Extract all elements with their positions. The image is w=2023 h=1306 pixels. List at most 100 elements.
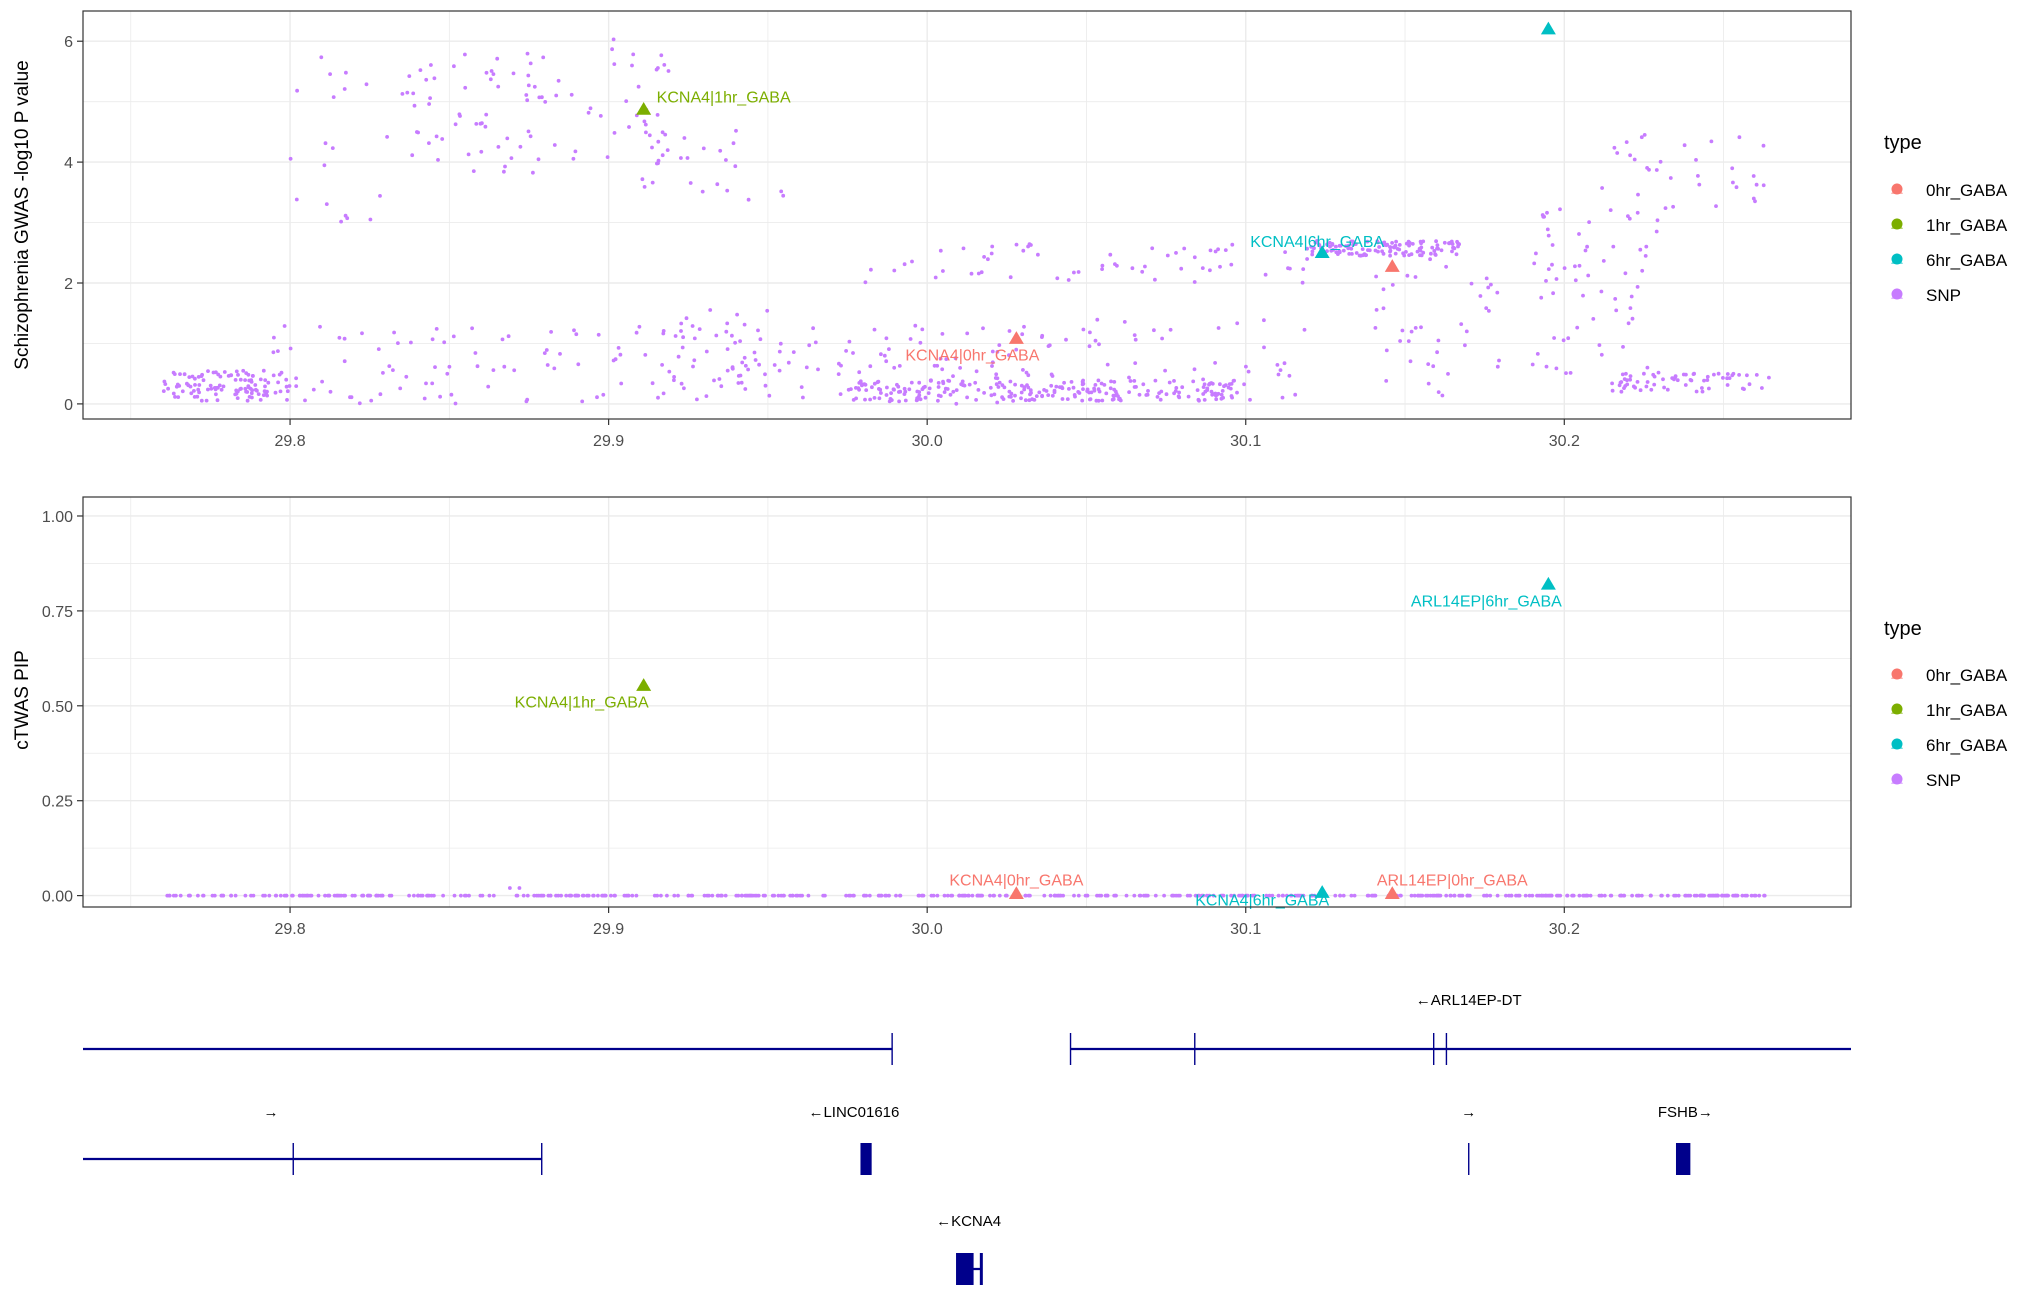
snp-point	[715, 893, 720, 898]
snp-point	[753, 893, 757, 898]
gene-label: KCNA4|1hr_GABA	[657, 90, 791, 107]
snp-point	[1439, 248, 1444, 253]
snp-point	[1635, 210, 1640, 215]
snp-point	[1087, 344, 1092, 349]
snp-point	[725, 347, 730, 351]
snp-point	[487, 893, 492, 898]
snp-point	[1235, 321, 1240, 326]
snp-point	[989, 393, 994, 398]
snp-point	[1660, 893, 1664, 898]
snp-point	[1329, 248, 1334, 253]
gene-marker-0hr_GABA	[1384, 259, 1400, 272]
snp-point	[236, 373, 240, 377]
snp-point	[320, 379, 324, 384]
snp-point	[192, 389, 196, 393]
snp-point	[1382, 240, 1387, 245]
snp-point	[643, 122, 648, 127]
snp-point	[602, 893, 607, 898]
snp-point	[1046, 393, 1051, 397]
snp-point	[1060, 397, 1065, 401]
snp-point	[746, 367, 750, 372]
snp-point	[1365, 239, 1370, 244]
snp-point	[526, 129, 531, 134]
snp-point	[1762, 893, 1766, 898]
snp-point	[851, 351, 855, 355]
snp-point	[1440, 393, 1445, 398]
snp-point	[528, 61, 533, 66]
snp-point	[947, 379, 952, 383]
snp-point	[1133, 361, 1138, 365]
legend-label-0hr_GABA: 0hr_GABA	[1926, 666, 2008, 685]
snp-point	[1412, 893, 1417, 898]
legend-key-triangle-SNP	[1891, 288, 1903, 299]
snp-point	[844, 893, 848, 898]
snp-point	[233, 893, 238, 898]
snp-point	[195, 394, 200, 399]
snp-point	[1049, 383, 1054, 388]
snp-point	[902, 386, 907, 391]
snp-point	[1014, 347, 1019, 352]
snp-point	[531, 170, 535, 175]
snp-point	[611, 37, 616, 42]
snp-point	[613, 357, 618, 362]
x-tick-label: 30.2	[1549, 433, 1580, 450]
snp-point	[1309, 245, 1314, 249]
snp-point	[1654, 168, 1659, 172]
snp-point	[596, 893, 600, 898]
snp-point	[178, 893, 183, 898]
snp-point	[1158, 397, 1163, 402]
snp-point	[322, 163, 327, 168]
snp-point	[1466, 893, 1470, 898]
snp-point	[852, 893, 856, 898]
snp-point	[969, 271, 974, 276]
snp-point	[1720, 893, 1725, 898]
snp-point	[940, 367, 945, 372]
snp-point	[1112, 393, 1117, 398]
snp-point	[180, 389, 185, 394]
snp-point	[1636, 192, 1640, 197]
snp-point	[1080, 382, 1085, 387]
snp-point	[1230, 395, 1234, 400]
snp-point	[1128, 379, 1133, 383]
snp-point	[409, 340, 413, 345]
snp-point	[1568, 371, 1573, 375]
snp-point	[548, 893, 553, 898]
snp-point	[935, 363, 940, 368]
pip-plot-border	[82, 496, 1852, 908]
snp-point	[1419, 245, 1424, 250]
snp-point	[970, 893, 975, 898]
snp-point	[936, 385, 941, 389]
snp-point	[847, 339, 852, 344]
snp-point	[656, 395, 660, 400]
snp-point	[385, 135, 389, 139]
snp-point	[1463, 343, 1467, 348]
snp-point	[576, 362, 581, 367]
snp-point	[640, 177, 645, 182]
snp-point	[650, 180, 655, 185]
snp-point	[1337, 249, 1342, 254]
snp-point	[867, 893, 872, 898]
snp-point	[572, 328, 576, 333]
snp-point	[201, 893, 205, 898]
snp-point	[1132, 333, 1137, 337]
snp-point	[500, 337, 505, 342]
snp-point	[1263, 272, 1268, 277]
snp-point	[1287, 373, 1292, 378]
snp-point	[795, 893, 800, 898]
snp-point	[305, 893, 310, 898]
snp-point	[1415, 249, 1420, 254]
y-tick-label: 4	[64, 155, 73, 172]
snp-point	[1276, 372, 1281, 377]
snp-point	[1691, 372, 1696, 376]
snp-point	[660, 363, 664, 367]
snp-point	[903, 398, 908, 403]
snp-point	[982, 255, 986, 259]
snp-point	[1153, 277, 1157, 282]
snp-point	[378, 194, 382, 198]
snp-point	[1544, 893, 1549, 898]
snp-point	[1132, 379, 1137, 383]
snp-point	[459, 893, 463, 898]
snp-point	[185, 381, 189, 386]
snp-point	[982, 391, 986, 395]
snp-point	[348, 395, 352, 400]
